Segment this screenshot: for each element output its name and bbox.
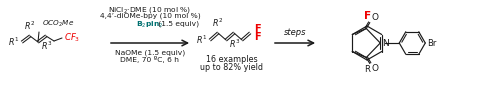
Text: NiCl$_2$·DME (10 mol %): NiCl$_2$·DME (10 mol %)	[108, 5, 192, 15]
Text: Br: Br	[428, 39, 436, 48]
Text: F: F	[364, 11, 372, 21]
Text: $R^1$: $R^1$	[8, 36, 19, 48]
Text: $R^3$: $R^3$	[230, 38, 240, 50]
Text: NaOMe (1.5 equiv): NaOMe (1.5 equiv)	[115, 49, 185, 56]
Text: $R^3$: $R^3$	[42, 40, 52, 52]
Text: $R^1$: $R^1$	[196, 34, 207, 46]
Text: up to 82% yield: up to 82% yield	[200, 62, 264, 71]
Text: $R^2$: $R^2$	[24, 20, 36, 32]
Text: $R^2$: $R^2$	[212, 17, 224, 29]
Text: O: O	[372, 64, 379, 73]
Text: R: R	[364, 65, 370, 74]
Text: N: N	[382, 39, 389, 48]
Text: 4,4’-diOMe-bpy (10 mol %): 4,4’-diOMe-bpy (10 mol %)	[100, 13, 200, 19]
Text: 16 examples: 16 examples	[206, 56, 258, 65]
Text: O: O	[372, 13, 379, 22]
Text: F: F	[254, 24, 260, 34]
Text: B$_2$pin$_2$: B$_2$pin$_2$	[136, 20, 164, 30]
Text: (1.5 equiv): (1.5 equiv)	[156, 20, 199, 26]
Text: $OCO_2Me$: $OCO_2Me$	[42, 19, 74, 29]
Text: F: F	[254, 32, 260, 42]
Text: steps: steps	[284, 28, 306, 37]
Text: DME, 70 ºC, 6 h: DME, 70 ºC, 6 h	[120, 56, 180, 63]
Text: $CF_3$: $CF_3$	[64, 32, 80, 44]
